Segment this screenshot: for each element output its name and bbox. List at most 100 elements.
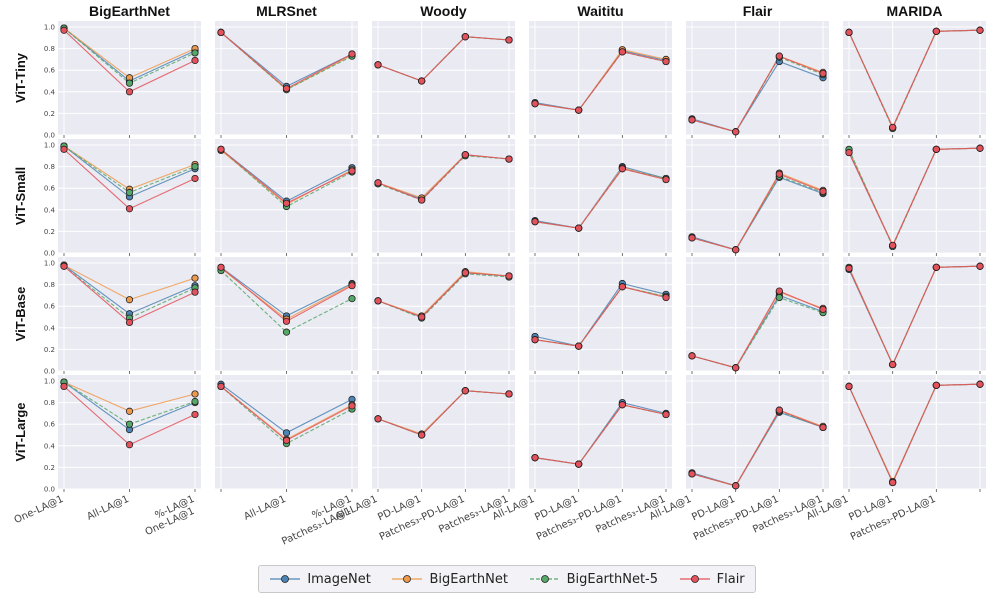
- y-tick-label: 0.8: [44, 281, 55, 289]
- panel-vit-base-waititu: [529, 257, 672, 374]
- data-point: [732, 246, 740, 254]
- y-tick-label: 1.0: [44, 378, 55, 386]
- series-line-flair: [691, 173, 824, 251]
- data-point: [575, 106, 583, 114]
- data-point: [775, 287, 783, 295]
- data-point: [191, 397, 199, 406]
- data-point: [618, 401, 626, 409]
- y-tick-label: 0.6: [44, 421, 56, 429]
- data-point: [191, 49, 199, 57]
- x-tick-label: All-LA@1: [242, 494, 287, 523]
- data-point: [125, 441, 134, 449]
- column-title-bigearthnet: BigEarthNet: [89, 3, 170, 19]
- data-point: [125, 296, 134, 304]
- panel-vit-base-bigearthnet: 0.0 0.2 0.4 0.6 0.8 1.0: [44, 257, 201, 376]
- data-point: [125, 188, 134, 197]
- data-point: [505, 155, 513, 163]
- data-point: [418, 313, 426, 321]
- panel-vit-small-marida: [843, 139, 986, 256]
- data-point: [60, 145, 68, 153]
- data-point: [282, 317, 291, 325]
- legend-label: ImageNet: [307, 571, 371, 587]
- data-point: [125, 88, 134, 96]
- series-line-imagenet: [534, 282, 667, 347]
- panel-vit-base-mlrsnet: [215, 257, 358, 374]
- data-point: [191, 410, 199, 419]
- data-point: [217, 263, 225, 271]
- data-point: [505, 36, 513, 44]
- data-point: [505, 272, 513, 280]
- panel-vit-tiny-flair: [686, 21, 829, 138]
- y-tick-label: 0.8: [44, 163, 55, 171]
- panel-background: [843, 139, 986, 253]
- panel-vit-tiny-marida: [843, 21, 986, 138]
- data-point: [976, 26, 984, 34]
- data-point: [618, 283, 626, 291]
- data-point: [125, 205, 134, 213]
- panel-background: [529, 21, 672, 135]
- data-point: [60, 26, 68, 34]
- row-title-vit-large: ViT-Large: [13, 402, 28, 461]
- panel-background: [372, 21, 515, 135]
- series-line-flair: [377, 272, 510, 318]
- panel-vit-large-woody: All-LA@1PD-LA@1Patches₃-PD-LA@1Patches₃-…: [334, 375, 515, 543]
- data-point: [418, 77, 426, 85]
- data-point: [819, 305, 827, 314]
- data-point: [775, 293, 783, 302]
- data-point: [662, 410, 670, 419]
- column-title-waititu: Waititu: [577, 3, 623, 19]
- y-tick-label: 0.8: [44, 399, 55, 407]
- data-point: [845, 28, 853, 37]
- panel-background: [529, 139, 672, 253]
- column-title-woody: Woody: [420, 3, 467, 19]
- panel-background: [686, 257, 829, 371]
- panel-background: [372, 139, 515, 253]
- data-point: [461, 151, 469, 159]
- row-title-vit-tiny: ViT-Tiny: [13, 52, 28, 103]
- panel-vit-small-flair: [686, 139, 829, 256]
- data-point: [282, 84, 291, 93]
- series-line-bigearthnet-5: [63, 381, 196, 425]
- series-line-flair: [848, 147, 981, 247]
- y-tick-label: 0.0: [44, 132, 55, 140]
- data-point: [531, 336, 539, 344]
- data-point: [976, 262, 984, 270]
- legend-item-flair: Flair: [679, 572, 745, 587]
- data-point: [662, 175, 670, 184]
- row-title-vit-base: ViT-Base: [13, 287, 28, 342]
- data-point: [688, 116, 696, 124]
- legend-swatch: [529, 575, 560, 583]
- data-point: [732, 364, 740, 372]
- data-point: [282, 199, 291, 207]
- data-point: [461, 387, 469, 395]
- data-point: [348, 50, 356, 58]
- y-tick-label: 0.2: [44, 110, 55, 118]
- legend-item-imagenet: ImageNet: [269, 572, 371, 587]
- data-point: [688, 352, 696, 360]
- panel-background: [686, 21, 829, 135]
- panel-vit-base-marida: [843, 257, 986, 374]
- data-point: [282, 429, 291, 437]
- data-point: [374, 179, 382, 187]
- y-tick-label: 0.0: [44, 368, 55, 376]
- data-point: [819, 69, 827, 78]
- series-line-flair: [848, 383, 981, 484]
- x-tick-label: All-LA@1: [85, 494, 130, 523]
- series-line-bigearthnet-5: [63, 265, 196, 319]
- data-point: [191, 288, 199, 296]
- series-line-bigearthnet-5: [377, 273, 510, 319]
- data-point: [60, 382, 68, 390]
- y-tick-label: 0.6: [44, 185, 56, 193]
- y-tick-label: 0.2: [44, 464, 55, 472]
- panel-background: [372, 375, 515, 489]
- series-line-flair: [848, 29, 981, 129]
- x-tick-label: One-LA@1: [13, 494, 66, 526]
- data-point: [418, 196, 426, 204]
- data-point: [531, 100, 539, 108]
- y-tick-label: 0.8: [44, 45, 55, 53]
- panel-vit-tiny-bigearthnet: 0.0 0.2 0.4 0.6 0.8 1.0: [44, 21, 201, 140]
- data-point: [461, 269, 469, 277]
- y-tick-label: 0.4: [44, 324, 56, 332]
